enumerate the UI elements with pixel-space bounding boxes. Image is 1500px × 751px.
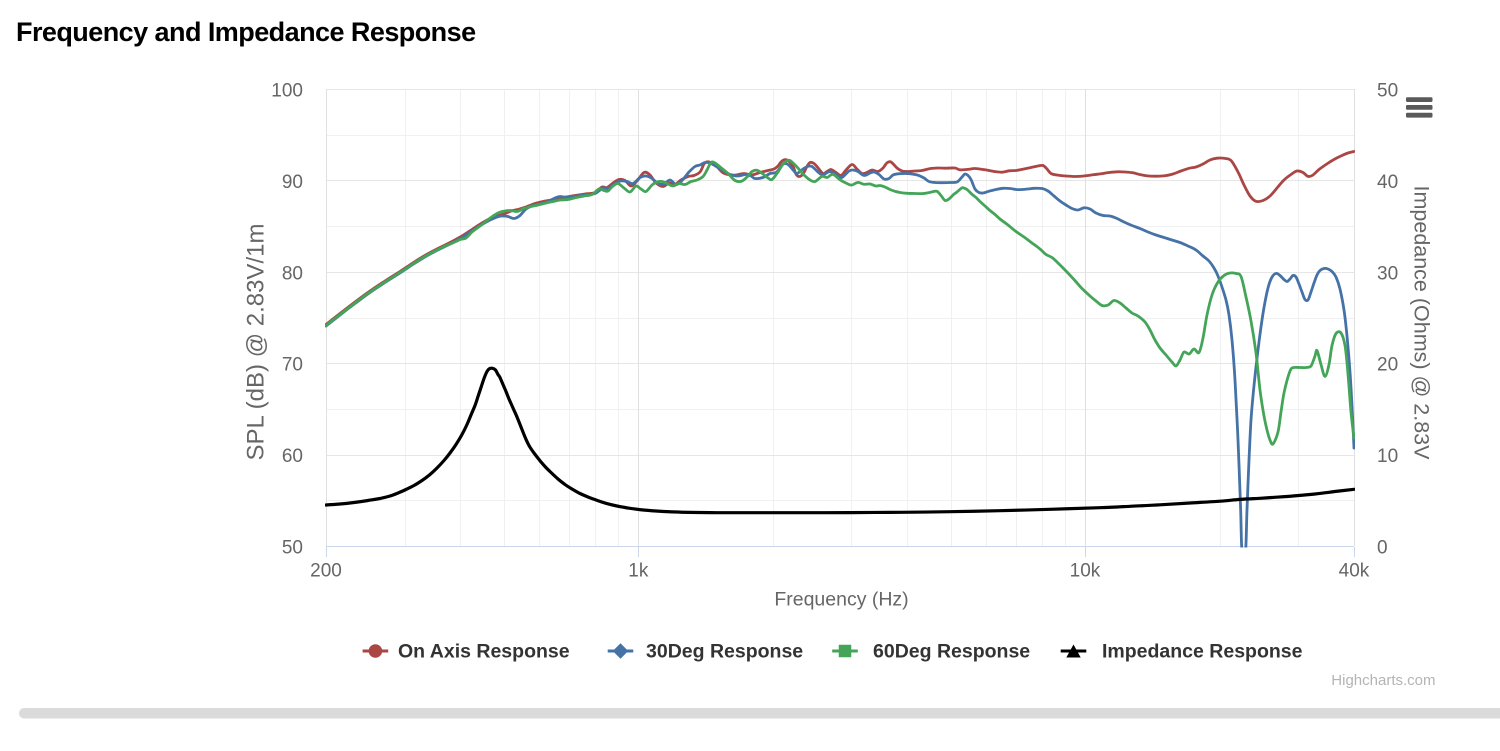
svg-text:40k: 40k — [1339, 561, 1370, 582]
svg-text:Impedance (Ohms) @ 2.83V: Impedance (Ohms) @ 2.83V — [1410, 186, 1434, 461]
svg-text:50: 50 — [1377, 81, 1398, 102]
svg-text:30: 30 — [1377, 263, 1398, 284]
svg-text:1k: 1k — [628, 561, 649, 582]
svg-text:50: 50 — [282, 538, 303, 559]
svg-text:Frequency (Hz): Frequency (Hz) — [774, 589, 908, 611]
svg-text:10: 10 — [1377, 446, 1398, 467]
svg-text:Impedance Response: Impedance Response — [1102, 641, 1303, 663]
svg-text:Frequency and Impedance Respon: Frequency and Impedance Response — [16, 17, 476, 47]
svg-text:Highcharts.com: Highcharts.com — [1331, 672, 1435, 689]
svg-text:0: 0 — [1377, 538, 1388, 559]
svg-text:80: 80 — [282, 263, 303, 284]
svg-text:200: 200 — [310, 561, 342, 582]
svg-text:10k: 10k — [1070, 561, 1101, 582]
svg-text:60Deg Response: 60Deg Response — [873, 641, 1030, 663]
svg-text:60: 60 — [282, 446, 303, 467]
svg-text:20: 20 — [1377, 355, 1398, 376]
svg-text:30Deg Response: 30Deg Response — [646, 641, 803, 663]
svg-text:70: 70 — [282, 355, 303, 376]
svg-text:100: 100 — [271, 81, 303, 102]
svg-text:On Axis Response: On Axis Response — [398, 641, 570, 663]
svg-text:40: 40 — [1377, 172, 1398, 193]
svg-text:SPL (dB) @ 2.83V/1m: SPL (dB) @ 2.83V/1m — [243, 224, 270, 461]
svg-text:90: 90 — [282, 172, 303, 193]
